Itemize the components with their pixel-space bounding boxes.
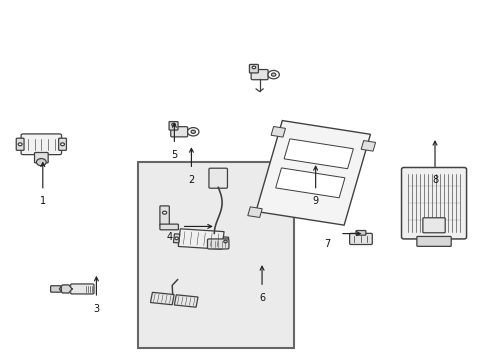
Polygon shape	[271, 126, 286, 137]
Text: 6: 6	[259, 293, 265, 303]
FancyBboxPatch shape	[34, 153, 48, 163]
FancyBboxPatch shape	[350, 233, 372, 244]
FancyBboxPatch shape	[401, 167, 466, 239]
Circle shape	[191, 130, 196, 134]
Circle shape	[163, 211, 167, 214]
Polygon shape	[178, 229, 224, 249]
Circle shape	[36, 158, 46, 166]
Circle shape	[268, 71, 279, 79]
FancyBboxPatch shape	[207, 239, 229, 249]
FancyBboxPatch shape	[251, 69, 268, 80]
Circle shape	[61, 143, 65, 146]
Polygon shape	[150, 292, 174, 305]
Circle shape	[188, 127, 199, 136]
Circle shape	[224, 240, 227, 243]
Text: 8: 8	[432, 175, 438, 185]
FancyBboxPatch shape	[417, 237, 451, 246]
Polygon shape	[284, 139, 353, 169]
Text: 4: 4	[167, 232, 172, 242]
Polygon shape	[361, 140, 376, 151]
FancyBboxPatch shape	[249, 64, 258, 73]
Circle shape	[271, 73, 276, 76]
FancyBboxPatch shape	[50, 286, 61, 292]
Text: 1: 1	[40, 197, 46, 206]
FancyBboxPatch shape	[160, 206, 170, 226]
Polygon shape	[256, 121, 370, 225]
Circle shape	[172, 123, 175, 126]
Text: 9: 9	[313, 197, 318, 206]
Circle shape	[252, 66, 256, 69]
FancyBboxPatch shape	[21, 134, 62, 155]
FancyBboxPatch shape	[59, 138, 67, 150]
Polygon shape	[59, 285, 72, 293]
Polygon shape	[248, 207, 262, 217]
Circle shape	[175, 237, 178, 240]
FancyBboxPatch shape	[71, 284, 94, 294]
Text: 2: 2	[188, 175, 195, 185]
FancyBboxPatch shape	[423, 218, 445, 233]
Text: 5: 5	[171, 150, 177, 160]
FancyBboxPatch shape	[171, 127, 188, 137]
FancyBboxPatch shape	[160, 224, 178, 230]
Text: 3: 3	[93, 303, 99, 314]
Circle shape	[18, 143, 22, 146]
Polygon shape	[173, 234, 180, 243]
FancyBboxPatch shape	[209, 168, 227, 188]
Polygon shape	[174, 295, 198, 307]
Polygon shape	[276, 168, 345, 198]
FancyBboxPatch shape	[16, 138, 24, 150]
Bar	[138, 162, 294, 348]
FancyBboxPatch shape	[169, 122, 178, 130]
Text: 7: 7	[324, 239, 330, 249]
FancyBboxPatch shape	[356, 230, 366, 235]
Polygon shape	[222, 237, 229, 246]
